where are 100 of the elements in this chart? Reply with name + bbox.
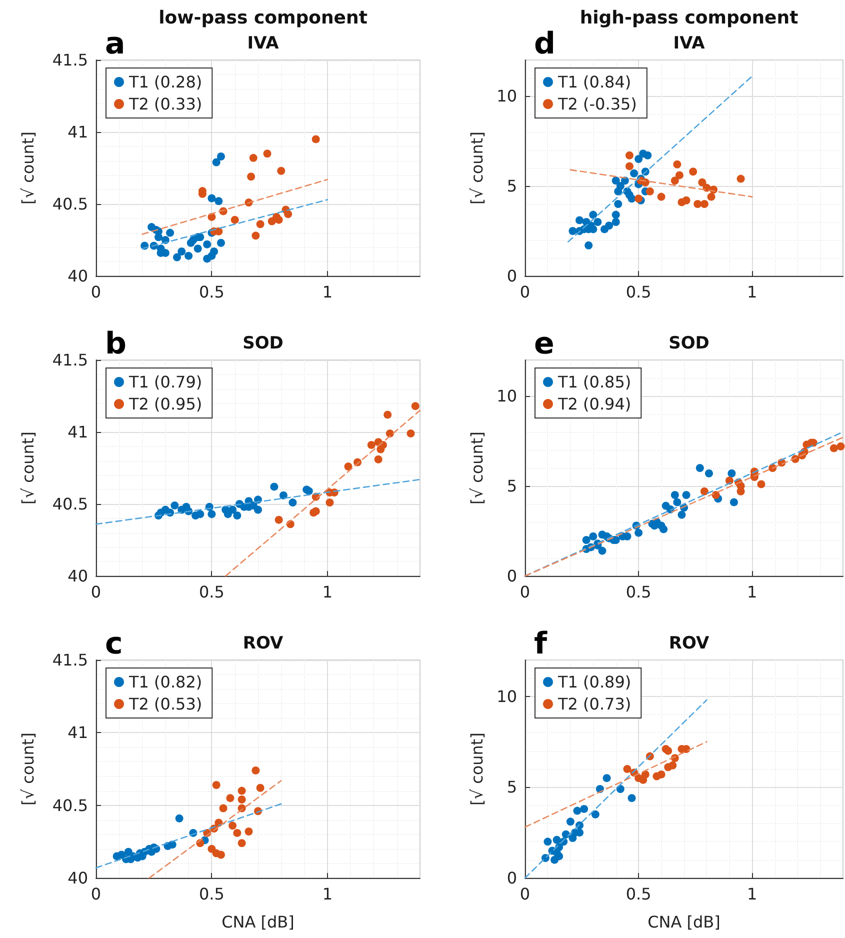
point [623,765,632,773]
y-tick-label: 41 [68,422,88,442]
x-axis-title: CNA [dB] [222,912,294,932]
point [254,506,262,514]
legend-label: T2 (-0.35) [557,94,637,114]
point [184,252,193,260]
point [612,176,620,185]
annotation: c [105,626,123,662]
y-tick-label: 0 [506,566,517,586]
point [582,536,590,544]
point [591,810,600,818]
y-axis-title: [√ count] [468,132,486,204]
chart-subtitle: low-pass component [158,8,368,28]
y-tick-label: 5 [506,176,517,196]
y-tick-label: 40.5 [52,494,88,514]
point [612,210,620,219]
point [274,516,283,524]
point [344,462,352,471]
point [675,171,684,180]
y-tick-label: 5 [506,778,517,797]
point [589,532,598,540]
point [660,525,668,534]
annotation: b [105,326,126,362]
x-tick-label: 0 [520,582,530,602]
point [657,770,666,778]
point [566,818,574,826]
point [836,442,845,450]
point [228,822,237,830]
point [284,210,292,218]
annotation: f [534,626,548,662]
point [326,498,334,507]
point [612,218,620,226]
x-axis-title: CNA [dB] [648,912,720,932]
legend-label: T2 (0.33) [128,94,202,114]
point [628,794,636,802]
point [194,244,202,253]
x-tick-label: 0 [90,282,102,302]
y-tick-label: 41.5 [52,50,88,70]
annotation: a [105,26,126,62]
x-tick-label: 1 [322,884,333,904]
point [730,498,738,506]
chart-title: SOD [242,334,284,354]
point [673,498,682,506]
point [694,200,702,208]
point [230,216,239,224]
point [252,766,260,774]
point [203,240,212,248]
point [374,455,382,464]
point [196,510,204,518]
point [208,510,216,518]
point [598,546,606,555]
y-axis-title: [√ count] [468,732,486,806]
legend-label: T1 (0.89) [557,672,632,692]
annotation: d [534,26,556,62]
x-tick-label: 0 [520,282,530,302]
point [544,838,552,846]
point [830,444,838,452]
point [728,469,736,478]
point [625,151,634,160]
point [175,814,184,822]
point [411,402,420,410]
legend-label: T1 (0.84) [557,72,632,92]
x-tick-label: 0 [90,582,102,602]
point [212,780,220,789]
point [168,840,176,849]
point [212,158,220,166]
point [634,155,643,163]
point [238,786,246,795]
y-tick-label: 41.5 [52,350,88,370]
x-tick-label: 1 [747,884,758,904]
point [233,512,242,520]
point [576,216,584,224]
point [367,440,376,449]
y-tick-label: 10 [496,86,517,106]
point [664,746,672,755]
point [641,770,650,778]
x-tick-label: 0.5 [626,282,652,302]
point [634,528,643,537]
chart-title: IVA [247,34,280,54]
x-tick-label: 0.5 [198,582,224,602]
point [216,152,225,160]
point [757,480,766,488]
point [263,150,272,158]
y-tick-label: 41 [68,723,88,742]
point [682,491,690,499]
y-axis-title: [√ count] [18,432,38,504]
point [208,194,216,202]
x-tick-label: 1 [747,282,758,302]
point [602,774,611,782]
chart-title: ROV [668,634,710,654]
point [166,228,174,237]
point [696,464,704,472]
point [736,174,745,183]
point [270,482,278,491]
point [616,182,624,190]
x-tick-label: 1 [322,582,333,602]
point [256,784,264,792]
x-tick-label: 0 [90,884,102,904]
point [552,836,561,844]
point [700,200,708,208]
